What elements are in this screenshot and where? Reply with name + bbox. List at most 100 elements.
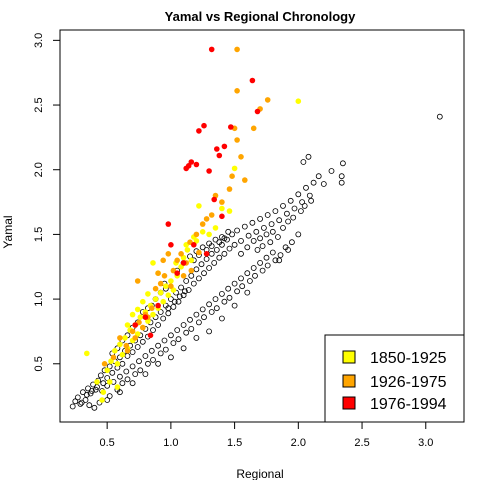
data-point — [160, 298, 166, 305]
data-point — [285, 246, 292, 253]
data-point — [216, 152, 223, 159]
data-point — [100, 389, 107, 396]
x-axis-label: Regional — [236, 467, 283, 480]
data-point — [168, 283, 174, 290]
data-point — [132, 371, 139, 378]
data-point — [221, 250, 228, 257]
data-point — [100, 380, 107, 387]
data-point — [216, 254, 223, 261]
data-point — [253, 228, 260, 235]
data-point — [104, 375, 111, 381]
data-point — [219, 205, 225, 212]
data-point — [137, 314, 144, 321]
data-point — [89, 388, 95, 394]
data-point — [94, 379, 100, 385]
data-point — [231, 302, 238, 309]
x-tick-label: 2.5 — [354, 437, 369, 449]
data-point — [174, 327, 181, 334]
data-point — [221, 298, 228, 305]
data-point — [208, 243, 215, 250]
data-point — [339, 160, 346, 167]
data-point — [206, 328, 213, 335]
data-point — [277, 252, 284, 259]
y-tick-label: 3.0 — [33, 33, 45, 48]
data-point — [178, 251, 184, 257]
data-point — [188, 267, 195, 274]
data-point — [234, 227, 241, 234]
data-point — [260, 224, 267, 231]
data-point — [106, 363, 113, 370]
data-point — [257, 259, 264, 266]
data-point — [139, 338, 146, 345]
data-point — [234, 46, 240, 53]
x-axis: 0.5 1.0 1.5 2.0 2.5 3.0 — [100, 422, 433, 449]
data-point — [276, 217, 283, 224]
x-tick-label: 2.0 — [291, 437, 306, 449]
data-point — [199, 244, 206, 251]
data-point — [320, 181, 327, 187]
data-point — [193, 334, 200, 341]
data-point — [134, 278, 141, 284]
x-tick-label: 1.0 — [163, 437, 178, 449]
data-point — [193, 161, 200, 168]
data-point — [254, 246, 261, 253]
data-point — [264, 97, 271, 103]
data-point — [132, 322, 138, 328]
data-point — [193, 311, 200, 318]
data-point — [74, 394, 81, 401]
data-point — [249, 219, 256, 226]
data-point — [170, 303, 177, 310]
data-point — [174, 270, 180, 277]
legend-label-1976-1994: 1976-1994 — [370, 396, 447, 413]
data-point — [290, 214, 297, 221]
data-point — [283, 210, 290, 217]
data-point — [188, 159, 195, 165]
data-point — [291, 205, 298, 212]
data-point — [165, 292, 172, 299]
data-point — [190, 280, 197, 287]
data-point — [269, 249, 276, 256]
data-point — [124, 348, 131, 354]
data-point — [155, 322, 162, 328]
data-point — [129, 328, 136, 335]
data-point — [117, 373, 123, 380]
data-point — [136, 358, 142, 365]
data-point — [142, 371, 149, 378]
data-point — [183, 278, 190, 284]
y-tick-label: 2.0 — [33, 162, 45, 177]
data-point — [112, 348, 118, 354]
data-point — [295, 191, 302, 198]
data-point — [196, 203, 202, 209]
data-point — [213, 246, 220, 253]
data-point — [295, 231, 302, 238]
data-point — [280, 224, 286, 231]
data-point — [80, 389, 86, 396]
data-point — [226, 186, 233, 192]
legend-label-1850-1925: 1850-1925 — [370, 350, 447, 367]
data-point — [231, 165, 238, 172]
data-point — [225, 228, 232, 235]
data-point — [250, 265, 257, 271]
data-point — [114, 384, 121, 390]
data-point — [203, 251, 210, 257]
data-point — [99, 397, 105, 403]
data-point — [165, 251, 172, 257]
data-point — [124, 376, 131, 383]
data-point — [264, 262, 271, 269]
data-point — [234, 288, 241, 295]
data-point — [208, 212, 215, 218]
data-point — [165, 221, 172, 227]
data-point — [306, 192, 313, 199]
data-point — [208, 309, 215, 315]
data-point — [109, 369, 116, 376]
data-point — [219, 213, 225, 220]
data-point — [216, 239, 223, 246]
data-point — [170, 340, 177, 347]
data-point — [124, 353, 131, 359]
data-point — [328, 168, 335, 174]
data-point — [213, 305, 220, 312]
data-point — [110, 354, 117, 361]
data-point — [155, 302, 161, 309]
data-point — [245, 232, 252, 239]
data-point — [134, 306, 141, 313]
